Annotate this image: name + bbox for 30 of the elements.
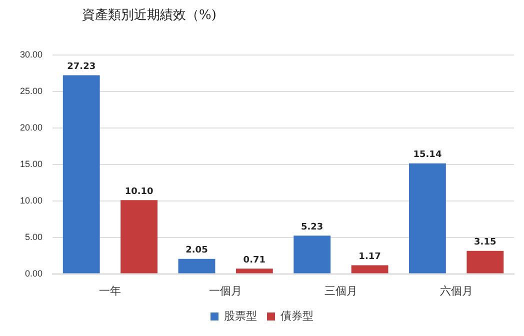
data-label: 27.23 (67, 62, 96, 72)
y-tick-label: 25.00 (20, 86, 43, 96)
y-tick-label: 0.00 (24, 268, 43, 278)
x-tick-label: 六個月 (440, 284, 473, 298)
y-tick-label: 10.00 (20, 195, 43, 206)
y-tick-label: 30.00 (20, 49, 43, 60)
bar (294, 236, 331, 274)
x-tick-label: 一年 (99, 285, 122, 298)
y-tick-label: 5.00 (24, 232, 43, 242)
bar (178, 258, 216, 274)
x-tick-label: 三個月 (324, 285, 358, 298)
legend-label: 股票型 (224, 310, 257, 323)
bar (62, 75, 100, 274)
data-label: 10.10 (124, 186, 154, 197)
legend-label: 債券型 (280, 310, 314, 323)
chart-title: 資產類別近期績效（%) (82, 7, 216, 24)
bar (236, 268, 273, 274)
y-tick-label: 15.00 (20, 158, 43, 169)
y-tick-label: 20.00 (20, 122, 43, 132)
bar (466, 250, 504, 274)
data-label: 0.71 (243, 255, 266, 266)
bar (351, 265, 388, 274)
data-label: 3.15 (474, 238, 496, 248)
data-label: 5.23 (300, 222, 324, 232)
bar (120, 200, 158, 274)
data-label: 1.17 (358, 252, 381, 262)
x-tick-label: 一個月 (209, 285, 242, 298)
data-label: 15.14 (413, 150, 442, 160)
bar (409, 163, 446, 274)
data-label: 2.05 (186, 246, 208, 256)
